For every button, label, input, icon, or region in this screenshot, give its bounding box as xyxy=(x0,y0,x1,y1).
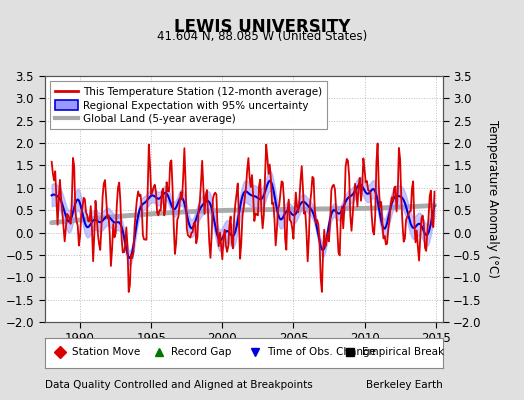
Y-axis label: Temperature Anomaly (°C): Temperature Anomaly (°C) xyxy=(486,120,499,278)
Text: Record Gap: Record Gap xyxy=(171,347,232,358)
Text: Data Quality Controlled and Aligned at Breakpoints: Data Quality Controlled and Aligned at B… xyxy=(45,380,312,390)
Text: Station Move: Station Move xyxy=(72,347,140,358)
Text: LEWIS UNIVERSITY: LEWIS UNIVERSITY xyxy=(174,18,350,36)
Legend: This Temperature Station (12-month average), Regional Expectation with 95% uncer: This Temperature Station (12-month avera… xyxy=(50,81,328,130)
Text: Empirical Break: Empirical Break xyxy=(362,347,444,358)
Text: Time of Obs. Change: Time of Obs. Change xyxy=(267,347,376,358)
Text: Berkeley Earth: Berkeley Earth xyxy=(366,380,443,390)
Text: 41.604 N, 88.085 W (United States): 41.604 N, 88.085 W (United States) xyxy=(157,30,367,43)
